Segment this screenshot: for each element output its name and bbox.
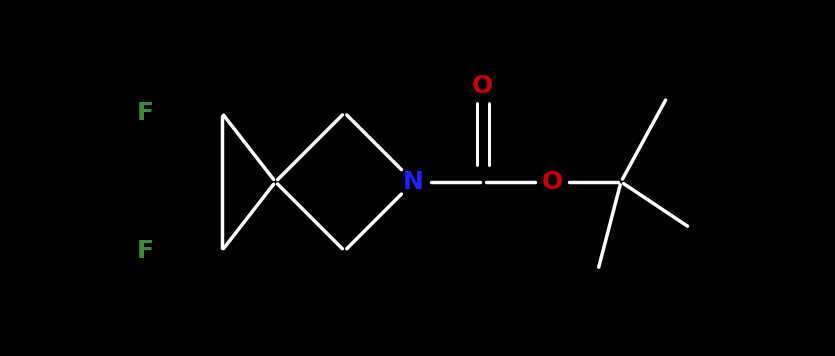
- Text: F: F: [136, 239, 154, 263]
- Text: F: F: [136, 101, 154, 125]
- Text: O: O: [541, 170, 563, 194]
- Text: N: N: [403, 170, 424, 194]
- Text: O: O: [472, 74, 493, 98]
